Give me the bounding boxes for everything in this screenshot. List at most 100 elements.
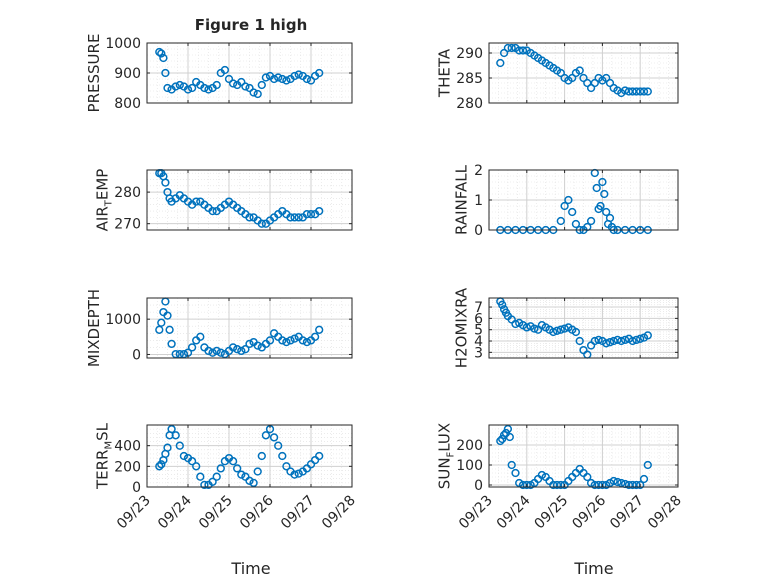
rainfall-point: [598, 177, 607, 187]
rainfall-point: [605, 213, 615, 223]
theta-point: [636, 87, 645, 96]
air_temp-y-tick-label: 280: [114, 185, 141, 201]
terr_msl-point: [233, 464, 242, 473]
rainfall-point: [556, 216, 565, 226]
sun_flux-x-tick-label: 09/27: [607, 493, 647, 533]
rainfall-point: [600, 189, 609, 199]
theta-y-tick-label: 290: [456, 46, 483, 62]
terr_msl-y-tick-label: 200: [114, 459, 141, 475]
terr_msl-point: [187, 457, 197, 466]
terr_msl-point: [212, 472, 221, 481]
mixdepth-point: [290, 334, 299, 343]
terr_msl-point: [237, 470, 246, 479]
mixdepth-point: [265, 336, 275, 345]
rainfall-y-tick-label: 0: [474, 223, 483, 239]
theta-point: [515, 46, 524, 55]
mixdepth-point: [167, 339, 176, 349]
sun_flux-point: [583, 472, 592, 482]
theta-point: [643, 87, 652, 96]
terr_msl-point: [306, 460, 316, 469]
terr_msl-point: [274, 441, 283, 450]
pressure-point: [204, 85, 213, 94]
sun_flux-y-tick-label: 0: [474, 478, 483, 494]
pressure-point: [220, 65, 230, 75]
theta-point: [507, 43, 516, 53]
h2omixra-point: [498, 300, 507, 309]
sun_flux-point: [613, 477, 622, 487]
terr_msl-point: [208, 477, 217, 486]
sun_flux-point: [639, 474, 649, 484]
sun_flux-point: [503, 424, 513, 434]
sun_flux-x-tick-label: 09/25: [532, 493, 572, 533]
terr_msl-point: [257, 451, 266, 461]
mixdepth-point: [204, 346, 213, 356]
h2omixra-point: [628, 336, 637, 346]
mixdepth-point: [155, 325, 164, 334]
pressure-point: [187, 83, 197, 93]
pressure-point: [228, 79, 238, 88]
terr_msl-point: [253, 467, 262, 476]
h2omixra-point: [522, 323, 531, 332]
pressure-point: [249, 88, 258, 97]
theta-point: [518, 46, 528, 55]
pressure-y-label: PRESSURE: [85, 34, 103, 113]
rainfall-point: [564, 195, 573, 205]
air_temp-point: [306, 210, 316, 219]
pressure-point: [155, 47, 164, 57]
mixdepth-point: [228, 343, 238, 352]
h2omixra-point: [613, 335, 622, 345]
pressure-point: [302, 74, 312, 84]
sun_flux-point: [598, 480, 607, 490]
h2omixra-point: [556, 325, 565, 334]
terr_msl-point: [157, 460, 166, 469]
pressure-point: [163, 83, 172, 93]
sun_flux-y-tick-label: 200: [456, 438, 483, 454]
terr_msl-point: [278, 451, 287, 461]
terr_msl-x-tick-label: 09/25: [196, 493, 236, 533]
h2omixra-y-tick-label: 6: [474, 311, 483, 327]
pressure-point: [237, 77, 246, 87]
sun_flux-axes-box: [488, 424, 679, 488]
pressure-y-tick-label: 900: [114, 66, 141, 82]
terr_msl-point: [196, 472, 205, 481]
mixdepth-point: [253, 341, 262, 350]
mixdepth-y-tick-label: 0: [132, 347, 141, 363]
air_temp-point: [192, 197, 201, 206]
pressure-point: [282, 76, 291, 85]
terr_msl-point: [167, 424, 176, 434]
terr_msl-point: [163, 443, 172, 452]
rainfall-point: [592, 183, 601, 193]
x-axis-label-left: Time: [230, 559, 270, 578]
sun_flux-point: [498, 434, 507, 444]
mixdepth-y-tick-label: 1000: [105, 312, 141, 328]
rainfall-point: [560, 201, 569, 211]
theta-point: [632, 87, 641, 96]
sun_flux-point: [636, 480, 645, 490]
mixdepth-point: [165, 325, 174, 334]
terr_msl-point: [315, 451, 324, 461]
terr_msl-y-label: TERRMSL: [94, 422, 115, 490]
mixdepth-point: [157, 318, 166, 327]
sun_flux-x-tick-label: 09/26: [569, 492, 609, 532]
sun_flux-x-tick-label: 09/28: [645, 493, 685, 533]
h2omixra-point: [594, 335, 603, 345]
rainfall-y-tick-label: 2: [474, 163, 483, 179]
h2omixra-point: [609, 336, 618, 346]
mixdepth-point: [310, 332, 320, 341]
air_temp-point: [161, 178, 170, 187]
h2omixra-point: [560, 324, 569, 333]
air_temp-point: [302, 210, 312, 219]
sun_flux-y-tick-label: 100: [456, 458, 483, 474]
pressure-point: [269, 74, 279, 84]
h2omixra-y-tick-label: 5: [474, 323, 483, 339]
terr_msl-x-tick-label: 09/23: [114, 493, 154, 533]
h2omixra-point: [643, 331, 652, 340]
pressure-point: [200, 83, 209, 93]
theta-axes-box: [488, 42, 679, 104]
pressure-point: [294, 70, 303, 79]
air_temp-point: [208, 206, 217, 216]
sun_flux-point: [643, 460, 652, 470]
air_temp-point: [294, 213, 303, 222]
theta-point: [575, 66, 584, 75]
